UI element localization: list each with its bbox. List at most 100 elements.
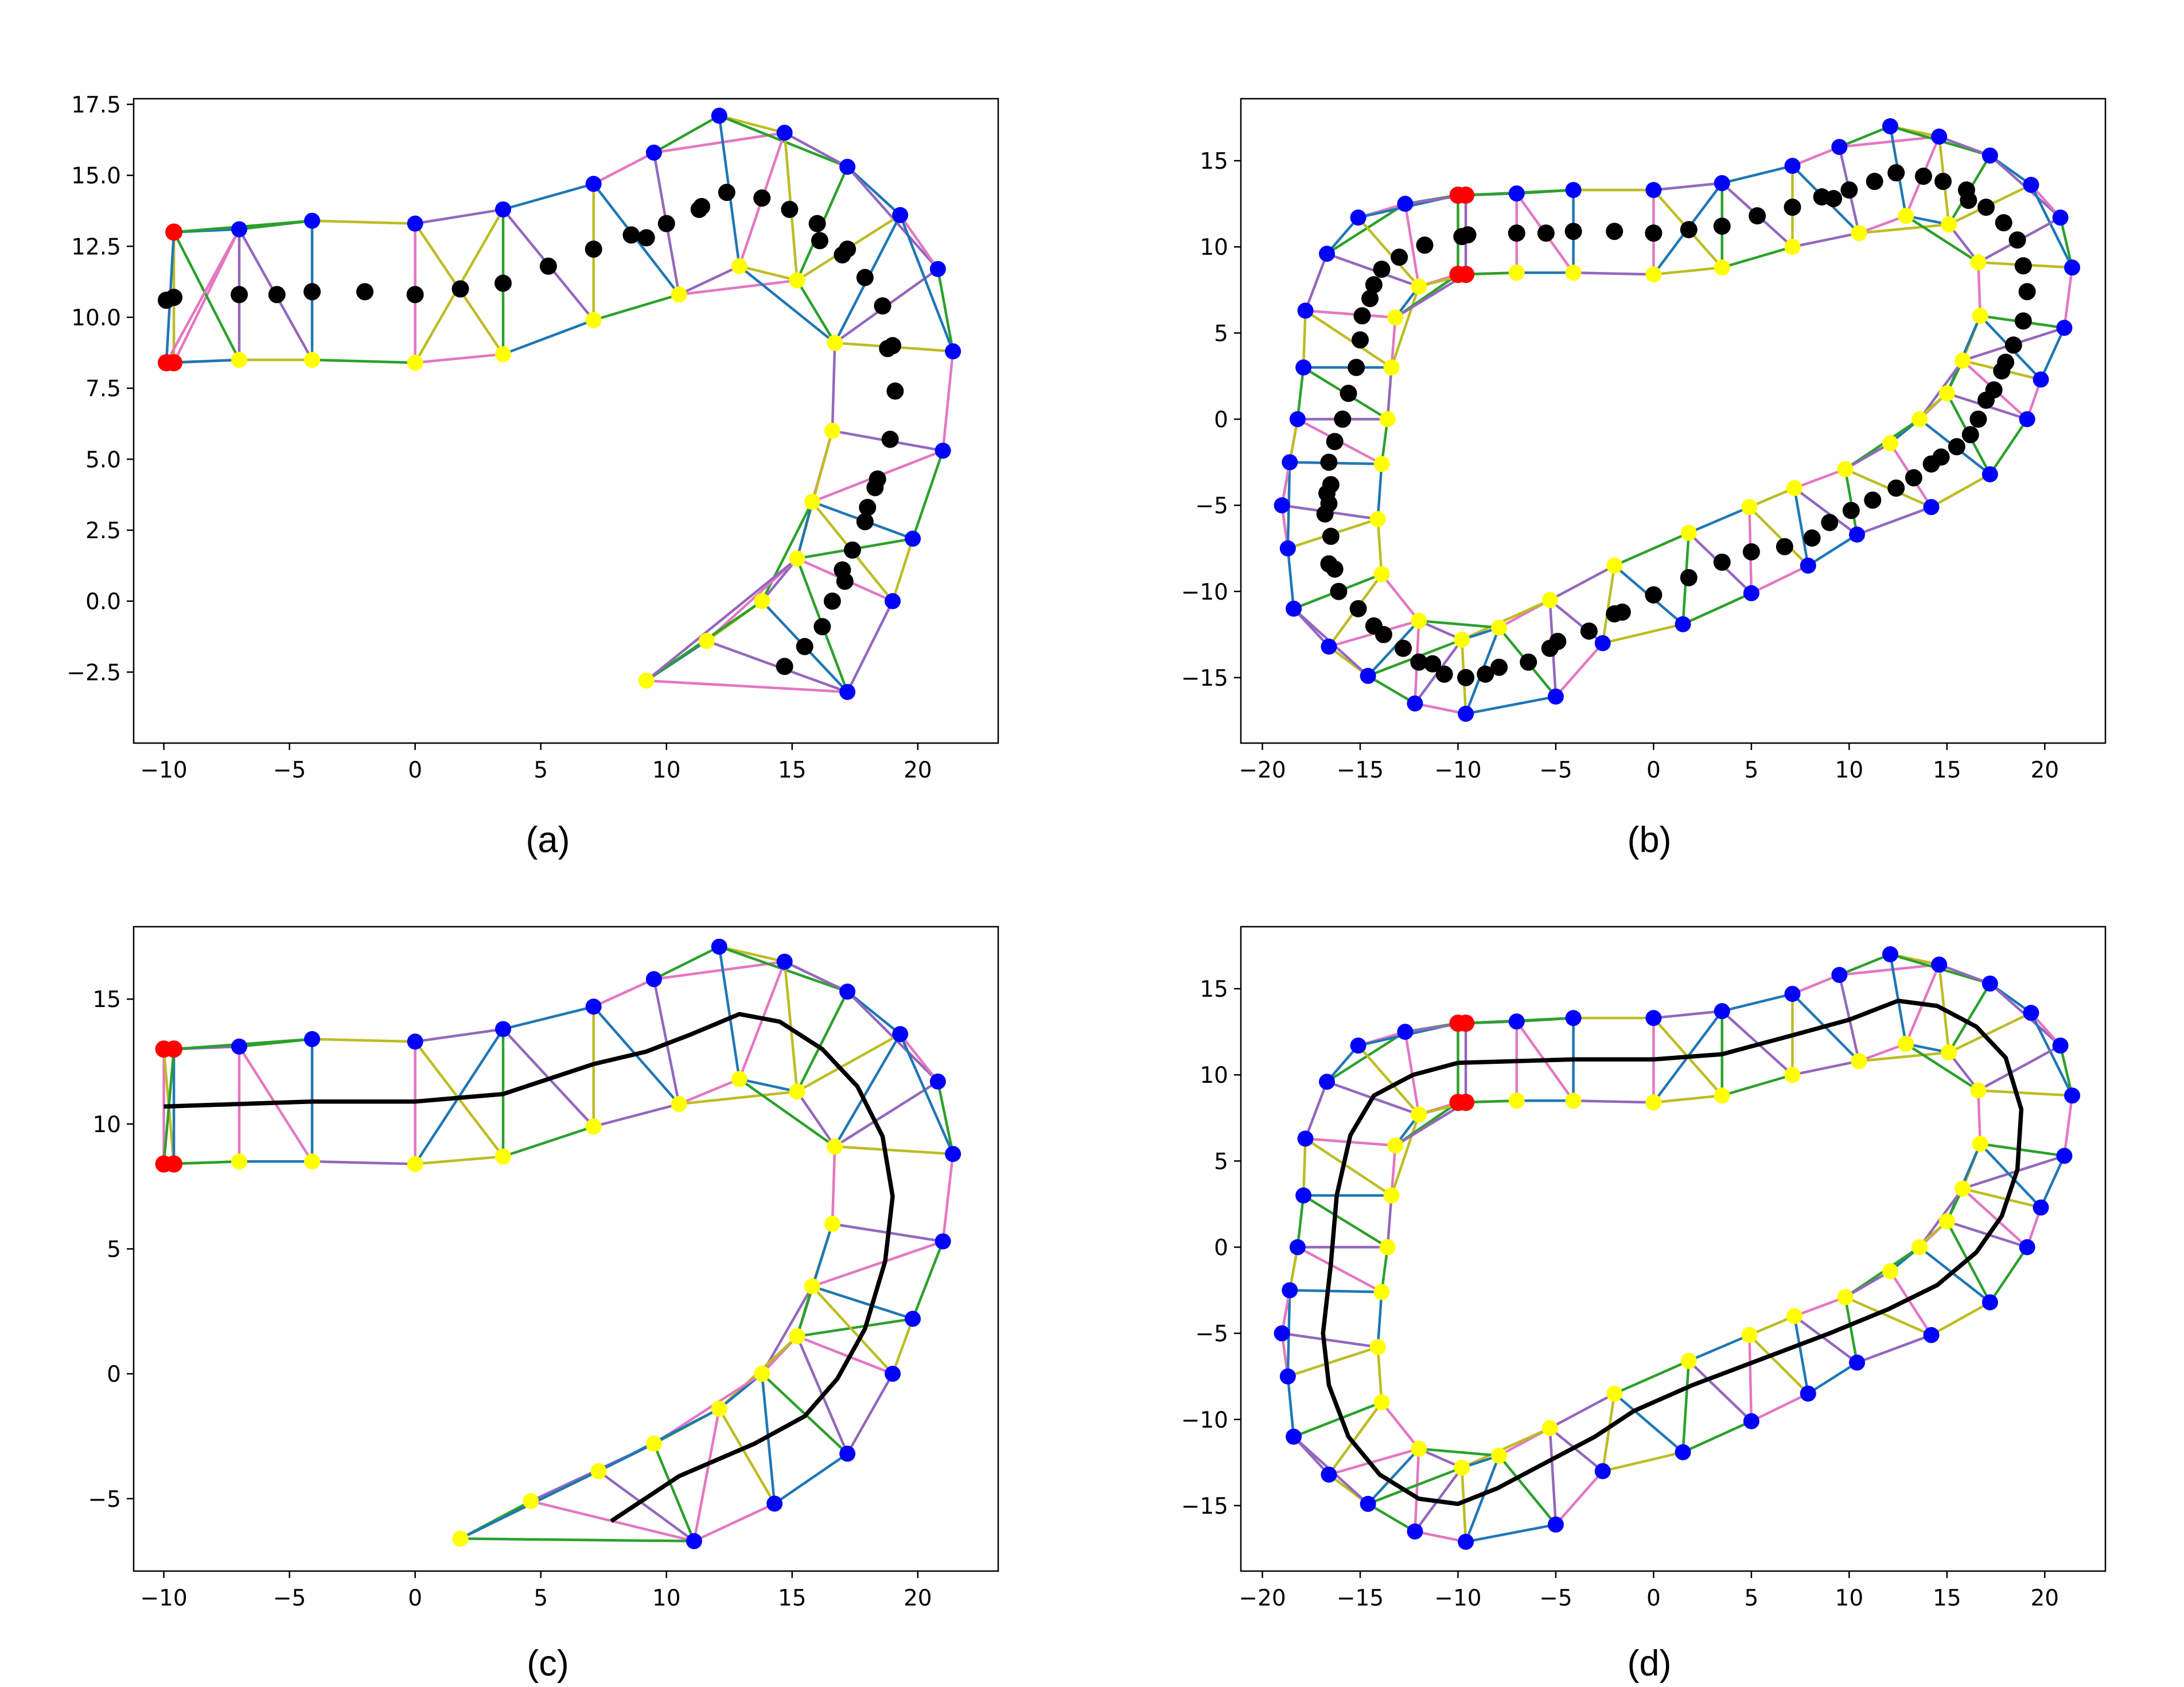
mesh-edge bbox=[1930, 473, 1992, 508]
outer-node bbox=[1297, 302, 1314, 319]
x-tick-label: −10 bbox=[1434, 757, 1481, 783]
centerline-point bbox=[1840, 181, 1858, 199]
inner-node bbox=[231, 1153, 247, 1170]
outer-node bbox=[1565, 1010, 1582, 1027]
inner-node bbox=[731, 1071, 748, 1087]
mesh-edge bbox=[310, 219, 416, 225]
inner-node bbox=[585, 312, 602, 328]
mesh-edge bbox=[2063, 266, 2074, 329]
mesh-edge bbox=[1548, 1426, 1558, 1526]
mesh-edge bbox=[1497, 1454, 1558, 1526]
mesh-edge bbox=[1791, 231, 1860, 248]
x-tick-label: −20 bbox=[1239, 757, 1286, 783]
inner-node bbox=[804, 1278, 820, 1295]
centerline-point bbox=[839, 240, 857, 258]
inner-node bbox=[1387, 1137, 1404, 1154]
outer-node bbox=[1882, 946, 1898, 963]
outer-node bbox=[711, 938, 727, 955]
centerline-point bbox=[753, 189, 771, 207]
subplot-b: −20 −15 −10 −5 0 5 10 15 20 −15 −10 −5 0 5 10 15 bbox=[1181, 98, 2107, 783]
centerline-point bbox=[1373, 261, 1391, 278]
outer-node bbox=[839, 984, 856, 1000]
mesh-edge bbox=[2030, 1011, 2074, 1097]
centerline-point bbox=[637, 229, 655, 247]
mesh-edge bbox=[1844, 1296, 1933, 1336]
centerline-point bbox=[886, 382, 904, 400]
start-node bbox=[165, 354, 183, 372]
outer-node bbox=[1397, 1024, 1414, 1040]
y-tick-label: −15 bbox=[1181, 1494, 1228, 1519]
centerline-point bbox=[1922, 455, 1940, 473]
centerline-point bbox=[693, 197, 711, 215]
x-tick-label: 20 bbox=[2030, 1585, 2059, 1611]
mesh-edge bbox=[738, 265, 836, 344]
mesh-edge bbox=[1858, 1051, 1951, 1063]
inner-node bbox=[789, 1083, 805, 1100]
mesh-edge bbox=[692, 1502, 776, 1543]
mesh-edge bbox=[1838, 135, 1941, 149]
x-tick-label: 0 bbox=[1646, 1585, 1661, 1611]
mesh-edge bbox=[1367, 1502, 1416, 1533]
mesh-edge bbox=[796, 279, 836, 344]
inner-node bbox=[1369, 1339, 1386, 1355]
centerline-point bbox=[1864, 491, 1882, 509]
mesh-edge bbox=[1304, 1137, 1393, 1197]
mesh-edge bbox=[833, 1080, 940, 1148]
inner-node bbox=[1491, 1447, 1508, 1464]
centerline-point bbox=[1391, 248, 1408, 266]
y-tick-label: 0.0 bbox=[85, 589, 121, 615]
mesh-edge bbox=[1748, 506, 1810, 567]
outer-node bbox=[1458, 1533, 1474, 1550]
centerline-point bbox=[1322, 476, 1340, 493]
outer-node bbox=[1360, 1495, 1376, 1512]
centerline-point bbox=[813, 618, 831, 636]
mesh-edge bbox=[2039, 326, 2066, 381]
mesh-edge bbox=[1367, 1447, 1420, 1506]
mesh-edge bbox=[936, 1080, 955, 1156]
x-tick-label: −15 bbox=[1337, 757, 1384, 783]
outer-node bbox=[645, 144, 662, 161]
mesh-edge bbox=[310, 358, 416, 364]
centerline-point bbox=[494, 274, 512, 292]
start-node bbox=[165, 1155, 183, 1173]
outer-node bbox=[1743, 1413, 1759, 1429]
subplot-d: −20 −15 −10 −5 0 5 10 15 20 −15 −10 −5 0 5 10 15 bbox=[1181, 926, 2107, 1611]
mesh-edge bbox=[1652, 1009, 1723, 1020]
outer-node bbox=[2023, 1005, 2039, 1021]
centerline-point bbox=[2004, 336, 2022, 354]
mesh-edge bbox=[1652, 1094, 1723, 1104]
centerline-point bbox=[1394, 639, 1412, 657]
mesh-edge bbox=[1613, 531, 1691, 567]
mesh-edge bbox=[738, 265, 799, 282]
centerline-point bbox=[2018, 283, 2036, 301]
outer-node bbox=[1350, 1037, 1367, 1054]
centerline-point bbox=[823, 592, 841, 610]
inner-node bbox=[1938, 1213, 1955, 1230]
caption-a: (a) bbox=[526, 820, 570, 860]
mesh-edge bbox=[1414, 702, 1467, 716]
outer-node bbox=[2056, 1148, 2073, 1164]
mesh-edge bbox=[1304, 309, 1393, 369]
x-tick-label: −15 bbox=[1337, 1585, 1384, 1611]
y-tick-label: 5.0 bbox=[85, 447, 121, 473]
x-tick-label: 5 bbox=[1744, 757, 1758, 783]
mesh-edge bbox=[1548, 564, 1616, 602]
x-tick-label: −5 bbox=[273, 1585, 306, 1611]
inner-node bbox=[1454, 1459, 1470, 1476]
mesh-edge bbox=[831, 341, 836, 433]
outer-node bbox=[1784, 986, 1801, 1002]
outer-node bbox=[905, 530, 921, 547]
centerline-point bbox=[1334, 410, 1352, 428]
inner-node bbox=[1972, 1136, 1988, 1152]
inner-node bbox=[1882, 435, 1898, 452]
x-tick-label: 0 bbox=[1646, 757, 1661, 783]
axes-frame bbox=[1240, 98, 2107, 744]
centerline-point bbox=[1365, 617, 1383, 635]
mesh-edge bbox=[652, 945, 721, 981]
outer-node bbox=[2019, 411, 2035, 427]
mesh-edge bbox=[1414, 1447, 1420, 1533]
mesh-edge bbox=[1750, 564, 1810, 595]
inner-node bbox=[304, 1153, 321, 1170]
mesh-edge bbox=[1889, 1270, 1933, 1336]
mesh-edge bbox=[1302, 1194, 1389, 1249]
